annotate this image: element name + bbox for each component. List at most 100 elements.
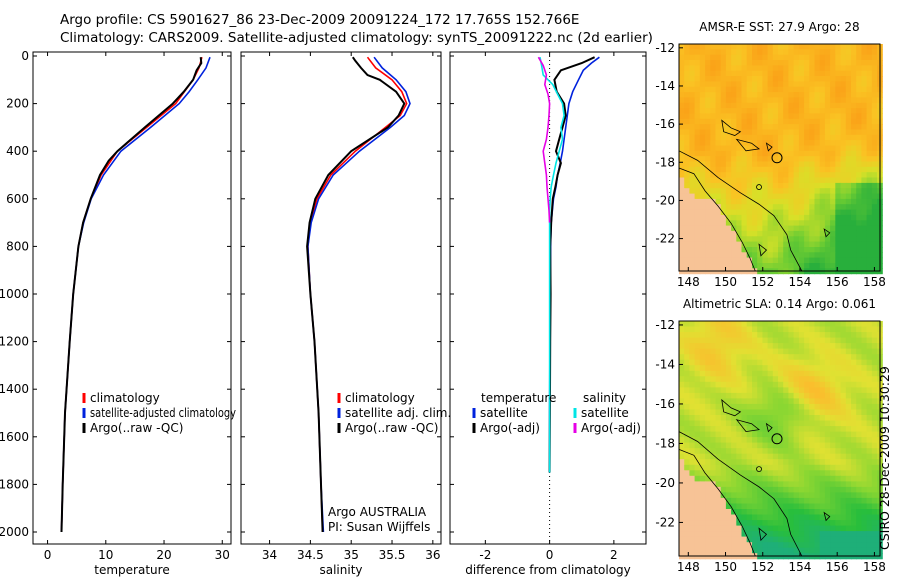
map-cell xyxy=(861,209,868,216)
map-cell xyxy=(866,343,873,350)
map-cell xyxy=(804,354,810,361)
map-cell xyxy=(804,503,810,510)
map-cell xyxy=(705,247,711,253)
map-cell xyxy=(705,76,711,82)
map-cell xyxy=(720,204,727,211)
map-cell xyxy=(783,188,789,195)
map-cell xyxy=(814,86,821,93)
x-tick-label: 156 xyxy=(826,275,849,289)
map-cell xyxy=(684,509,690,516)
map-cell xyxy=(798,76,805,82)
map-cell xyxy=(783,359,789,366)
map-cell xyxy=(824,470,831,477)
map-cell xyxy=(856,321,862,328)
map-cell xyxy=(851,214,857,221)
map-cell xyxy=(845,542,852,549)
map-cell xyxy=(871,81,878,88)
map-cell xyxy=(809,392,816,399)
map-cell xyxy=(736,108,743,114)
map-cell xyxy=(866,252,873,259)
map-cell xyxy=(840,198,847,205)
map-cell xyxy=(814,214,821,221)
map-cell xyxy=(804,426,810,433)
map-cell xyxy=(741,247,748,253)
x-tick-label: 0 xyxy=(546,548,554,562)
map-cell xyxy=(871,49,878,56)
reef-outline xyxy=(823,228,831,238)
map-cell xyxy=(871,475,878,482)
map-cell xyxy=(798,486,805,493)
map-cell xyxy=(679,209,685,216)
map-cell xyxy=(684,172,690,179)
map-cell xyxy=(746,431,753,438)
map-cell xyxy=(746,182,753,189)
map-cell xyxy=(725,509,732,516)
map-cell xyxy=(830,492,836,499)
map-cell xyxy=(840,470,847,477)
map-cell xyxy=(866,525,873,532)
map-cell xyxy=(824,354,831,361)
map-cell xyxy=(851,403,857,410)
map-cell xyxy=(793,108,800,114)
map-cell xyxy=(715,156,722,163)
map-cell xyxy=(746,220,753,227)
map-cell xyxy=(762,470,769,477)
map-cell xyxy=(694,102,701,109)
map-cell xyxy=(694,209,701,216)
map-cell xyxy=(684,54,690,61)
map-cell xyxy=(762,92,769,98)
map-cell xyxy=(689,392,696,399)
map-cell xyxy=(824,542,831,549)
map-cell xyxy=(840,214,847,221)
map-cell xyxy=(788,354,795,361)
plot-frame xyxy=(449,51,647,545)
map-cell xyxy=(752,464,758,471)
map-cell xyxy=(861,124,868,130)
map-cell xyxy=(783,182,789,189)
map-cell xyxy=(710,475,717,482)
map-cell xyxy=(684,204,690,211)
map-cell xyxy=(720,321,727,328)
map-cell xyxy=(699,503,706,510)
map-cell xyxy=(767,54,774,61)
map-cell xyxy=(762,359,769,366)
map-cell xyxy=(783,44,789,50)
map-cell xyxy=(819,514,826,521)
map-cell xyxy=(689,236,696,243)
map-cell xyxy=(783,257,789,264)
map-cell xyxy=(684,129,690,136)
map-cell xyxy=(694,332,701,339)
map-cell xyxy=(824,492,831,499)
map-cell xyxy=(788,54,795,61)
map-cell xyxy=(705,426,711,433)
map-cell xyxy=(741,547,748,554)
map-cell xyxy=(840,102,847,109)
map-cell xyxy=(824,204,831,211)
map-cell xyxy=(824,198,831,205)
map-cell xyxy=(851,118,857,125)
map-cell xyxy=(814,381,821,388)
map-cell xyxy=(871,426,878,433)
map-cell xyxy=(819,337,826,344)
map-cell xyxy=(767,86,774,93)
map-cell xyxy=(705,140,711,146)
map-cell xyxy=(772,81,779,88)
map-cell xyxy=(835,225,842,232)
map-cell xyxy=(699,247,706,253)
island-outline xyxy=(756,184,762,190)
map-cell xyxy=(788,392,795,399)
map-cell xyxy=(752,420,758,427)
map-cell xyxy=(720,263,727,269)
map-cell xyxy=(851,481,857,488)
map-cell xyxy=(746,166,753,173)
map-cell xyxy=(720,182,727,189)
map-cell xyxy=(679,481,685,488)
map-cell xyxy=(824,321,831,328)
map-cell xyxy=(871,503,878,510)
map-cell xyxy=(736,145,743,152)
map-cell xyxy=(736,497,743,504)
map-cell xyxy=(710,145,717,152)
map-cell xyxy=(746,415,753,422)
map-cell xyxy=(772,409,779,416)
map-cell xyxy=(705,182,711,189)
